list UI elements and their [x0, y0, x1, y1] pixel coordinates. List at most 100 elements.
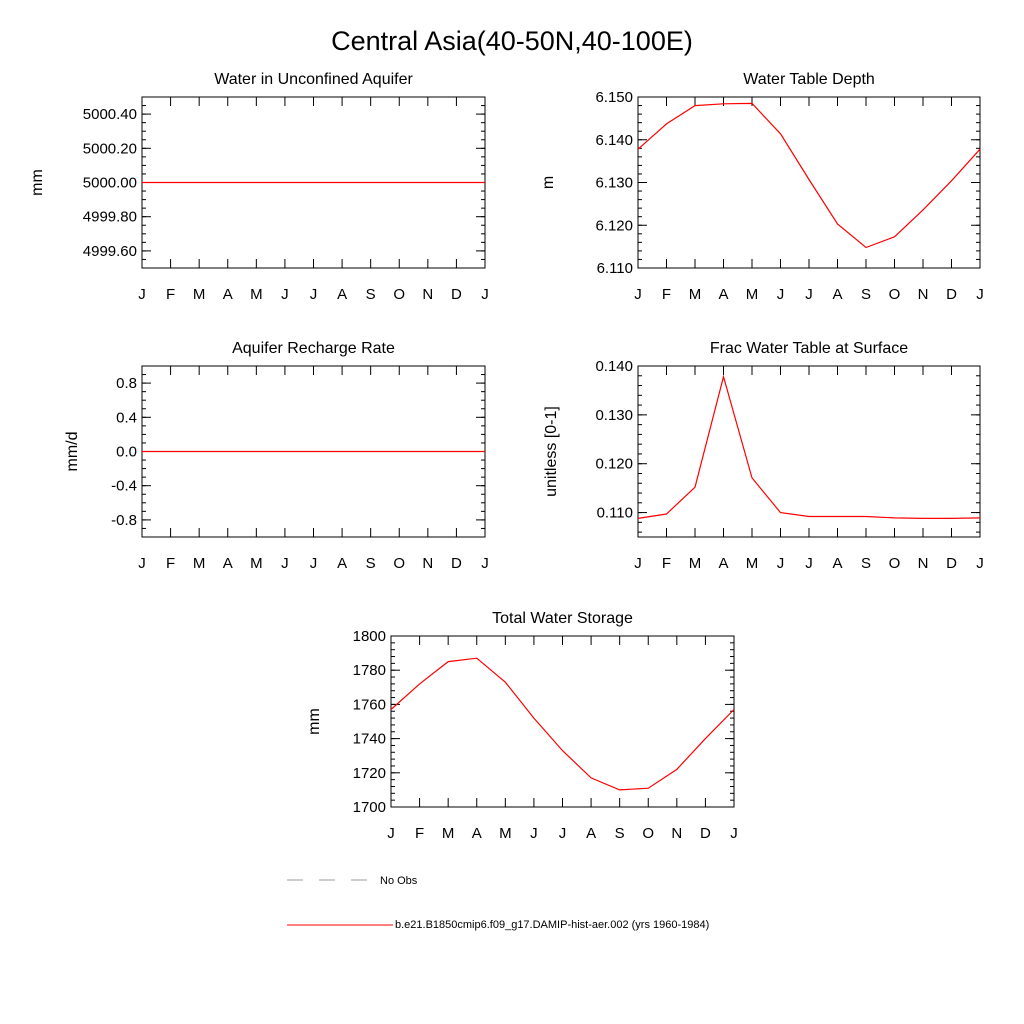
- x-tick-label: N: [422, 555, 433, 572]
- x-tick-label: F: [166, 555, 175, 572]
- y-tick-label: 1720: [353, 765, 386, 782]
- panel-water-in-unconfined-aquifer: Water in Unconfined Aquifer mm 4999.60 4999…: [29, 71, 489, 303]
- x-tick-label: F: [166, 286, 175, 303]
- x-tick-label: J: [138, 555, 146, 572]
- y-tick-label: 4999.80: [83, 209, 137, 226]
- panel-total-water-storage: Total Water Storage mm 1700 1720 1740 1760 178…: [306, 610, 738, 842]
- x-tick-label: A: [586, 825, 596, 842]
- x-tick-label: J: [281, 286, 289, 303]
- x-tick-label: J: [387, 825, 395, 842]
- x-tick-label: J: [559, 825, 567, 842]
- y-tick-label: 0.8: [116, 375, 137, 392]
- x-tick-label: D: [451, 286, 462, 303]
- x-tick-label: A: [223, 286, 233, 303]
- x-tick-label: S: [366, 555, 376, 572]
- y-tick-label: 0.120: [595, 456, 633, 473]
- y-tick-label: 6.120: [595, 217, 633, 234]
- series-line: [637, 374, 981, 520]
- x-tick-label: D: [451, 555, 462, 572]
- x-tick-label: D: [946, 286, 957, 303]
- y-tick-label: 0.0: [116, 444, 137, 461]
- y-tick-label: 1780: [353, 662, 386, 679]
- y-tick-label: 6.140: [595, 132, 633, 149]
- x-tick-label: S: [861, 286, 871, 303]
- plot-title: Frac Water Table at Surface: [710, 340, 908, 357]
- x-tick-label: A: [337, 286, 347, 303]
- y-tick-label: 5000.20: [83, 140, 137, 157]
- x-tick-label: J: [634, 286, 642, 303]
- x-tick-label: F: [415, 825, 424, 842]
- x-tick-label: J: [481, 555, 489, 572]
- x-tick-label: J: [730, 825, 738, 842]
- y-tick-label: 1800: [353, 628, 386, 645]
- x-tick-label: J: [976, 555, 984, 572]
- y-tick-label: 1760: [353, 696, 386, 713]
- y-tick-label: 5000.00: [83, 175, 137, 192]
- y-tick-label: 4999.60: [83, 243, 137, 260]
- x-tick-label: N: [422, 286, 433, 303]
- x-tick-label: S: [861, 555, 871, 572]
- y-tick-label: 6.130: [595, 175, 633, 192]
- x-tick-label: O: [393, 286, 405, 303]
- x-tick-label: O: [889, 286, 901, 303]
- x-tick-label: M: [193, 555, 206, 572]
- x-tick-label: A: [223, 555, 233, 572]
- x-tick-label: J: [138, 286, 146, 303]
- x-tick-label: S: [366, 286, 376, 303]
- y-tick-label: 0.110: [597, 505, 633, 522]
- y-axis-label: mm: [29, 169, 46, 196]
- y-tick-label: -0.8: [111, 512, 137, 529]
- y-tick-label: 6.150: [595, 89, 633, 106]
- x-tick-label: A: [472, 825, 482, 842]
- x-tick-label: J: [805, 555, 813, 572]
- legend-label-no-obs: No Obs: [380, 875, 418, 887]
- x-tick-label: O: [642, 825, 654, 842]
- x-tick-label: J: [281, 555, 289, 572]
- x-tick-label: M: [193, 286, 206, 303]
- plot-title: Aquifer Recharge Rate: [232, 340, 395, 357]
- x-tick-label: A: [718, 286, 728, 303]
- x-tick-label: O: [393, 555, 405, 572]
- x-tick-label: M: [442, 825, 455, 842]
- y-tick-label: 0.4: [116, 409, 137, 426]
- y-tick-label: 5000.40: [83, 106, 137, 123]
- x-tick-label: J: [777, 555, 785, 572]
- x-tick-label: A: [718, 555, 728, 572]
- x-tick-label: D: [700, 825, 711, 842]
- figure-title: Central Asia(40-50N,40-100E): [331, 26, 693, 56]
- y-tick-label: 6.110: [597, 260, 633, 277]
- x-tick-label: M: [746, 555, 759, 572]
- x-tick-label: N: [918, 555, 929, 572]
- legend: No Obs b.e21.B1850cmip6.f09_g17.DAMIP-hi…: [287, 875, 709, 931]
- x-tick-label: J: [634, 555, 642, 572]
- x-tick-label: O: [889, 555, 901, 572]
- plot-title: Water in Unconfined Aquifer: [214, 71, 413, 88]
- x-tick-label: J: [976, 286, 984, 303]
- y-tick-label: 0.140: [595, 358, 633, 375]
- panel-water-table-depth: Water Table Depth m 6.110 6.120 6.130 6.140 6.…: [540, 71, 984, 303]
- panel-frac-water-table-at-surface: Frac Water Table at Surface unitless [0-1…: [543, 340, 984, 572]
- x-tick-label: J: [310, 555, 318, 572]
- x-tick-label: N: [671, 825, 682, 842]
- y-axis-label: mm/d: [64, 432, 81, 472]
- x-tick-label: M: [689, 555, 702, 572]
- x-tick-label: F: [662, 286, 671, 303]
- plot-title: Total Water Storage: [492, 610, 633, 627]
- x-tick-label: J: [530, 825, 538, 842]
- x-tick-label: J: [805, 286, 813, 303]
- y-tick-label: 1740: [353, 731, 386, 748]
- x-tick-label: M: [689, 286, 702, 303]
- x-tick-label: M: [250, 555, 263, 572]
- y-axis-label: mm: [306, 708, 323, 735]
- x-tick-label: J: [777, 286, 785, 303]
- series-line: [637, 102, 981, 249]
- x-tick-label: A: [832, 286, 842, 303]
- x-tick-label: D: [946, 555, 957, 572]
- x-tick-label: A: [832, 555, 842, 572]
- x-tick-label: M: [746, 286, 759, 303]
- x-tick-label: N: [918, 286, 929, 303]
- y-tick-label: -0.4: [111, 478, 137, 495]
- x-tick-label: J: [481, 286, 489, 303]
- plot-frame: [637, 96, 981, 269]
